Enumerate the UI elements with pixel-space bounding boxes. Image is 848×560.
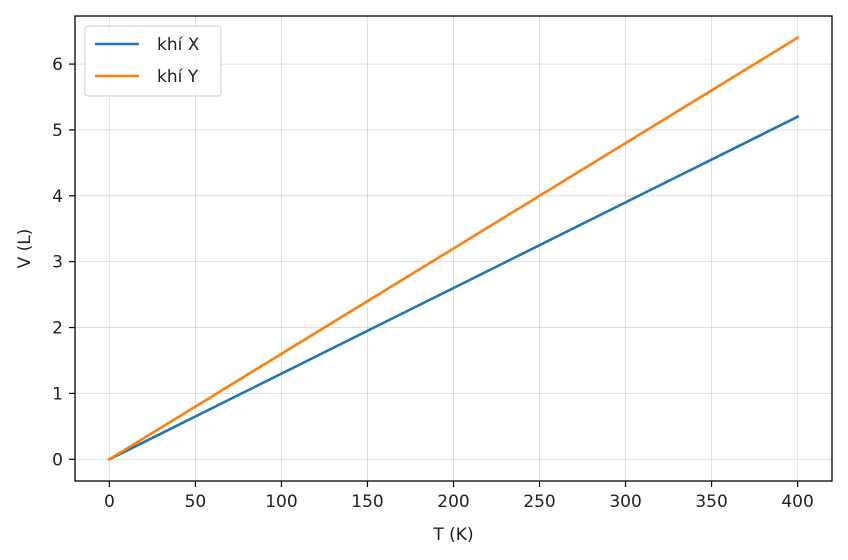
y-tick-label: 1 [52, 384, 63, 404]
y-tick-label: 4 [52, 187, 63, 207]
grid [75, 16, 832, 481]
legend-label-khi-x: khí X [157, 35, 200, 55]
legend-label-khi-y: khí Y [157, 67, 199, 87]
x-tick-label: 300 [609, 492, 641, 512]
legend: khí X khí Y [84, 25, 222, 97]
series-line-1 [107, 35, 800, 462]
x-tick-label: 100 [265, 492, 297, 512]
x-tick-label: 350 [695, 492, 727, 512]
x-tick-label: 150 [351, 492, 383, 512]
x-tick-label: 0 [104, 492, 115, 512]
y-tick-label: 0 [52, 450, 63, 470]
y-tick-label: 2 [52, 319, 63, 339]
x-tick-label: 200 [437, 492, 469, 512]
legend-box [84, 25, 222, 97]
y-axis: 0 1 2 3 4 5 6 [52, 55, 75, 470]
x-axis-label: T (K) [432, 525, 473, 545]
y-tick-label: 3 [52, 253, 63, 273]
x-axis: 0 50 100 150 200 250 300 350 400 [104, 481, 814, 512]
series-layer [107, 35, 800, 462]
x-tick-label: 50 [185, 492, 207, 512]
y-tick-label: 5 [52, 121, 63, 141]
series-line-0 [107, 115, 800, 462]
y-tick-label: 6 [52, 55, 63, 75]
y-axis-label: V (L) [15, 229, 35, 269]
x-tick-label: 250 [523, 492, 555, 512]
x-tick-label: 400 [781, 492, 813, 512]
